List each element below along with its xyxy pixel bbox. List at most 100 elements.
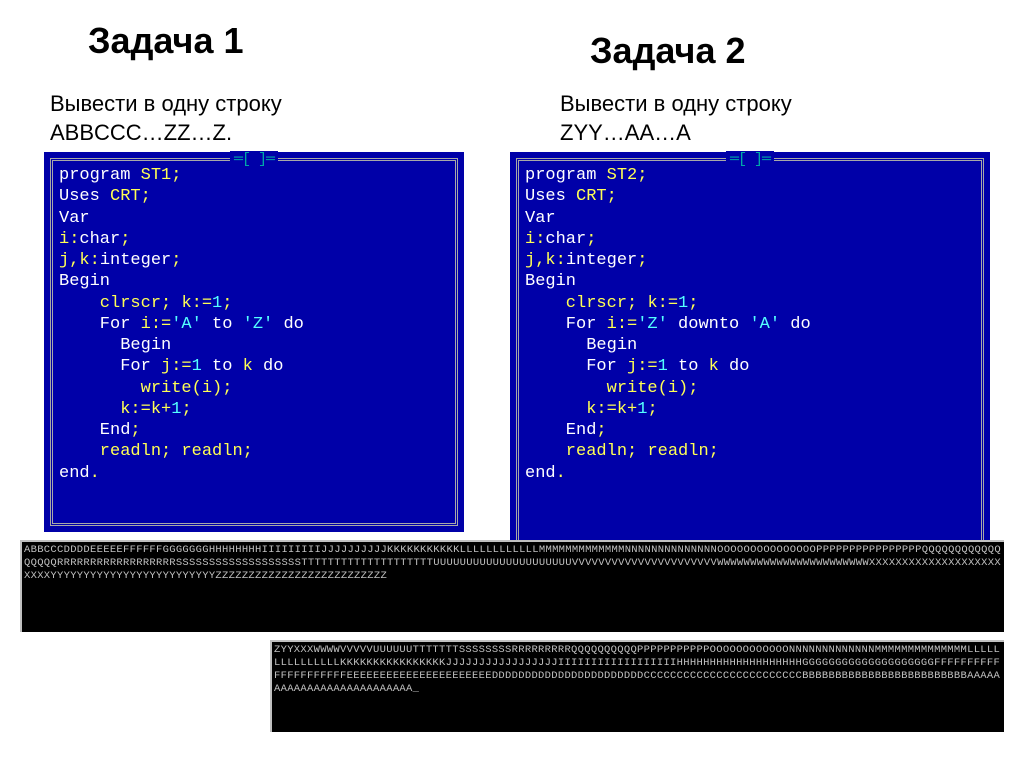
code-token: := [658,294,678,313]
code-token: ) [678,379,688,398]
code-token: Uses [59,187,110,206]
code-token: j,k [59,251,90,270]
code-token: ) [212,379,222,398]
code-token: ; [627,294,647,313]
code-token: i [525,230,535,249]
code-token: + [161,400,171,419]
code-token: CRT [576,187,607,206]
code-token: k [151,400,161,419]
code-token: ; [647,400,657,419]
code-token: j [627,357,637,376]
code-token: 'A' [749,315,780,334]
code-token: ; [627,442,647,461]
code-token: ; [130,421,140,440]
code-token: to [202,315,243,334]
code-token: to [668,357,709,376]
code-token: readln [647,442,708,461]
code-line: write(i); [59,378,449,399]
code-token: k [243,357,253,376]
code-line: End; [59,420,449,441]
code-token: do [719,357,750,376]
code-token: ; [222,294,232,313]
code-token: : [535,230,545,249]
code-line: end. [525,463,975,484]
code-token: k [709,357,719,376]
code-token: Begin [525,272,576,291]
code-token: readln [181,442,242,461]
code-token: k [647,294,657,313]
task1-code-body: program ST1;Uses CRT;Vari:char;j,k:integ… [59,165,449,484]
code-token: 'Z' [637,315,668,334]
code-token: : [556,251,566,270]
code-token: k [59,400,130,419]
code-line: readln; readln; [59,441,449,462]
code-token: ; [709,442,719,461]
code-token: 1 [637,400,647,419]
code-token: ; [607,187,617,206]
task1-title: Задача 1 [88,20,244,62]
code-token: ; [637,251,647,270]
code-token: readln [525,442,627,461]
code-token: . [556,464,566,483]
task2-title: Задача 2 [590,30,746,72]
task1-code-inner: ═[ ]═ program ST1;Uses CRT;Vari:char;j,k… [50,158,458,526]
code-line: For i:='A' to 'Z' do [59,314,449,335]
code-token: k [181,294,191,313]
code-token: j [161,357,171,376]
code-token: write [525,379,658,398]
code-token: to [202,357,243,376]
code-token: do [273,315,304,334]
code-line: Begin [59,335,449,356]
code-line: k:=k+1; [59,399,449,420]
code-token: 1 [678,294,688,313]
code-token: ; [688,379,698,398]
code-line: readln; readln; [525,441,975,462]
code-token: downto [668,315,750,334]
code-line: i:char; [525,229,975,250]
code-token: ST1 [141,166,172,185]
task2-desc-line2: ZYY…AA…A [560,120,691,145]
code-line: For j:=1 to k do [59,356,449,377]
code-token: ; [637,166,647,185]
code-token: ; [141,187,151,206]
code-token: ; [161,442,181,461]
code-line: End; [525,420,975,441]
code-token: Begin [525,336,637,355]
code-line: clrscr; k:=1; [59,293,449,314]
code-token: := [171,357,191,376]
code-token: := [637,357,657,376]
code-token: := [130,400,150,419]
code-token: write [59,379,192,398]
code-token: := [151,315,171,334]
window-handle-icon: ═[ ]═ [230,151,278,168]
code-token: ( [658,379,668,398]
code-token: integer [566,251,637,270]
code-line: program ST1; [59,165,449,186]
code-token: For [59,315,141,334]
code-token: For [59,357,161,376]
code-line: j,k:integer; [59,250,449,271]
code-token: k [525,400,596,419]
task1-description: Вывести в одну строку ABBCCC…ZZ…Z. [50,90,282,147]
code-line: write(i); [525,378,975,399]
code-token: End [59,421,130,440]
task2-code-body: program ST2;Uses CRT;Vari:char;j,k:integ… [525,165,975,484]
code-line: Uses CRT; [525,186,975,207]
code-token: i [59,230,69,249]
code-line: Begin [59,271,449,292]
code-token: integer [100,251,171,270]
code-token: do [780,315,811,334]
code-token: end [525,464,556,483]
code-token: Var [59,209,90,228]
code-token: + [627,400,637,419]
task2-output-window: ZYYXXXWWWWVVVVVUUUUUUTTTTTTTSSSSSSSSRRRR… [270,640,1004,732]
code-token: 'A' [171,315,202,334]
code-token: clrscr [525,294,627,313]
code-token: : [69,230,79,249]
code-token: Uses [525,187,576,206]
code-token: ; [596,421,606,440]
code-token: ; [586,230,596,249]
code-line: clrscr; k:=1; [525,293,975,314]
code-token: Var [525,209,556,228]
task1-output-text: ABBCCCDDDDEEEEEFFFFFFGGGGGGGHHHHHHHHIIII… [24,544,1001,582]
